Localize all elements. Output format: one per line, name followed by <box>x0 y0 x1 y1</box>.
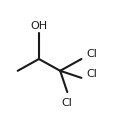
Text: Cl: Cl <box>86 69 97 79</box>
Text: Cl: Cl <box>62 98 73 108</box>
Text: Cl: Cl <box>86 49 97 59</box>
Text: OH: OH <box>30 21 48 31</box>
